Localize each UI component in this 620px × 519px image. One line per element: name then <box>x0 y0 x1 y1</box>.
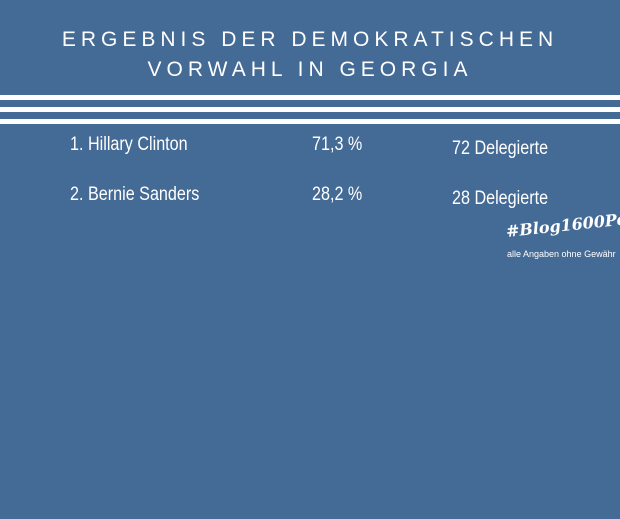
disclaimer: alle Angaben ohne Gewähr <box>507 249 616 259</box>
candidate-name: Hillary Clinton <box>88 134 188 155</box>
rank: 1. <box>70 134 84 155</box>
title-line: ERGEBNIS DER DEMOKRATISCHEN <box>61 28 559 51</box>
delegates: 28 Delegierte <box>452 188 549 209</box>
vote-share: 28,2 % <box>312 184 363 205</box>
rank: 2. <box>70 184 84 205</box>
stripe <box>0 107 620 112</box>
hashtag: #Blog1600Penn <box>505 206 620 241</box>
delegates: 72 Delegierte <box>452 138 549 159</box>
vote-share: 71,3 % <box>312 134 363 155</box>
title-line: VORWAHL IN GEORGIA <box>147 58 473 81</box>
stripe <box>0 119 620 124</box>
candidate-name: Bernie Sanders <box>88 184 200 205</box>
stripe <box>0 95 620 100</box>
